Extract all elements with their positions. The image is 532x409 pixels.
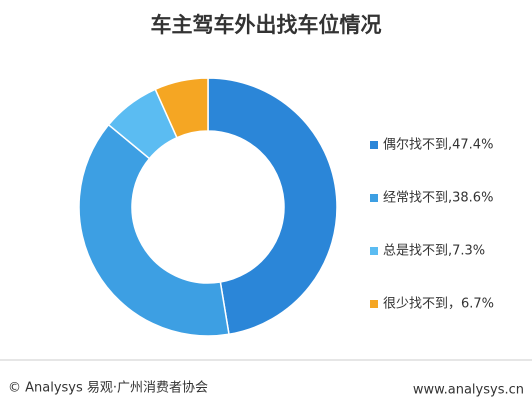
donut-slice <box>78 123 230 337</box>
legend-swatch <box>370 247 378 255</box>
footer-url: www.analysys.cn <box>413 383 524 398</box>
legend-swatch <box>370 141 378 149</box>
donut-slice <box>154 77 209 139</box>
legend-label: 偶尔找不到,47.4% <box>383 138 493 153</box>
legend-swatch <box>370 300 378 308</box>
legend-label: 经常找不到,38.6% <box>383 191 493 206</box>
footer-source: © Analysys 易观·广州消费者协会 <box>8 381 208 396</box>
chart-title: 车主驾车外出找车位情况 <box>151 13 382 37</box>
legend-label: 总是找不到,7.3% <box>383 244 485 259</box>
legend-label: 很少找不到，6.7% <box>383 297 494 312</box>
legend-swatch <box>370 194 378 202</box>
donut-slice <box>207 77 338 336</box>
